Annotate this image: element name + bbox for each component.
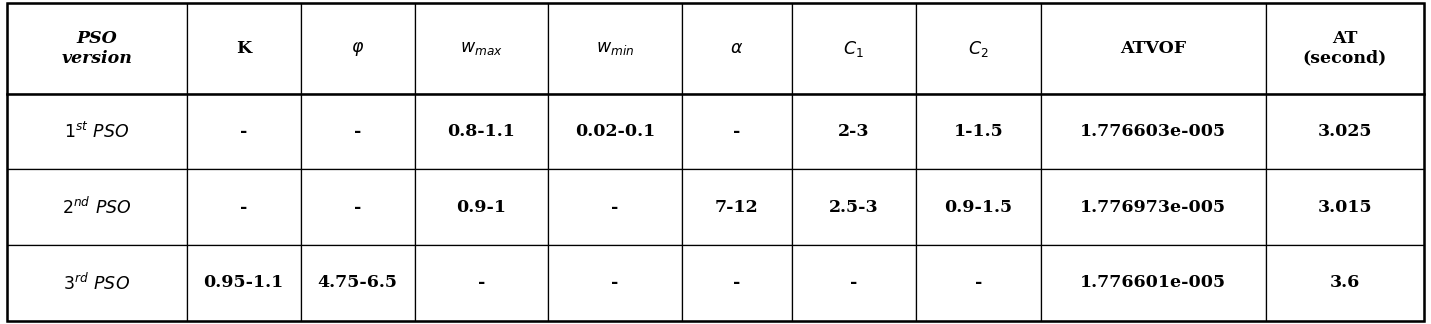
Bar: [1040, 94, 1266, 169]
Bar: [683, 3, 791, 94]
Bar: [683, 169, 791, 245]
Bar: [548, 94, 683, 169]
Text: 3.025: 3.025: [1318, 123, 1372, 140]
Text: $C_1$: $C_1$: [843, 39, 864, 59]
Bar: [548, 169, 683, 245]
Bar: [791, 3, 916, 94]
Bar: [415, 3, 548, 94]
Bar: [916, 245, 1040, 321]
Text: 3.6: 3.6: [1329, 274, 1359, 291]
Bar: [916, 169, 1040, 245]
Text: $3^{rd}$ $PSO$: $3^{rd}$ $PSO$: [63, 272, 130, 294]
Text: 1.776973e-005: 1.776973e-005: [1080, 199, 1226, 216]
Bar: [301, 169, 415, 245]
Text: 1.776603e-005: 1.776603e-005: [1080, 123, 1226, 140]
Text: -: -: [733, 274, 740, 291]
Text: -: -: [611, 274, 618, 291]
Bar: [186, 94, 301, 169]
Text: 2.5-3: 2.5-3: [829, 199, 879, 216]
Text: $\varphi$: $\varphi$: [351, 40, 363, 58]
Bar: [916, 3, 1040, 94]
Text: -: -: [240, 199, 248, 216]
Bar: [1266, 245, 1424, 321]
Text: PSO
version: PSO version: [62, 30, 132, 67]
Bar: [7, 94, 186, 169]
Text: AT
(second): AT (second): [1302, 30, 1387, 67]
Bar: [548, 245, 683, 321]
Bar: [415, 94, 548, 169]
Text: 3.015: 3.015: [1318, 199, 1372, 216]
Text: $1^{st}$ $PSO$: $1^{st}$ $PSO$: [64, 122, 130, 142]
Text: 2-3: 2-3: [839, 123, 870, 140]
Text: -: -: [611, 199, 618, 216]
Text: ATVOF: ATVOF: [1120, 40, 1186, 57]
Text: $2^{nd}$ $PSO$: $2^{nd}$ $PSO$: [62, 197, 132, 218]
Text: -: -: [478, 274, 485, 291]
Text: $w_{max}$: $w_{max}$: [459, 40, 502, 57]
Bar: [7, 169, 186, 245]
Bar: [1266, 3, 1424, 94]
Bar: [683, 245, 791, 321]
Bar: [186, 3, 301, 94]
Text: 0.02-0.1: 0.02-0.1: [575, 123, 655, 140]
Bar: [186, 169, 301, 245]
Text: $w_{min}$: $w_{min}$: [597, 40, 634, 57]
Bar: [1040, 169, 1266, 245]
Bar: [1266, 94, 1424, 169]
Bar: [415, 245, 548, 321]
Bar: [791, 245, 916, 321]
Bar: [548, 3, 683, 94]
Text: 4.75-6.5: 4.75-6.5: [318, 274, 398, 291]
Text: 1-1.5: 1-1.5: [953, 123, 1003, 140]
Bar: [7, 245, 186, 321]
Bar: [683, 94, 791, 169]
Text: 7-12: 7-12: [716, 199, 758, 216]
Bar: [1266, 169, 1424, 245]
Bar: [186, 245, 301, 321]
Bar: [7, 3, 186, 94]
Bar: [301, 94, 415, 169]
Text: $C_2$: $C_2$: [969, 39, 989, 59]
Text: 0.95-1.1: 0.95-1.1: [203, 274, 283, 291]
Text: 0.9-1: 0.9-1: [456, 199, 507, 216]
Text: -: -: [240, 123, 248, 140]
Text: -: -: [733, 123, 740, 140]
Text: 0.9-1.5: 0.9-1.5: [944, 199, 1013, 216]
Bar: [301, 3, 415, 94]
Bar: [791, 169, 916, 245]
Bar: [301, 245, 415, 321]
Bar: [1040, 245, 1266, 321]
Bar: [916, 94, 1040, 169]
Text: -: -: [975, 274, 982, 291]
Text: K: K: [236, 40, 250, 57]
Text: 0.8-1.1: 0.8-1.1: [448, 123, 515, 140]
Bar: [415, 169, 548, 245]
Text: -: -: [850, 274, 857, 291]
Bar: [1040, 3, 1266, 94]
Text: -: -: [353, 199, 361, 216]
Text: 1.776601e-005: 1.776601e-005: [1080, 274, 1226, 291]
Text: -: -: [353, 123, 361, 140]
Text: $\alpha$: $\alpha$: [730, 40, 743, 57]
Bar: [791, 94, 916, 169]
